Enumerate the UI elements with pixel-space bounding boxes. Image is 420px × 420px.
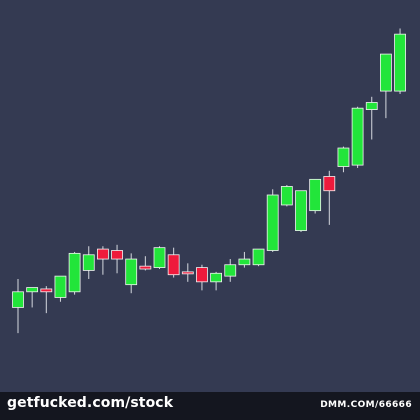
candle-body-up	[337, 147, 350, 167]
candle-body-up	[295, 190, 307, 231]
candle-body-up	[351, 107, 364, 166]
candle-body-up	[125, 258, 138, 286]
candle-body-down	[167, 254, 180, 276]
candle-body-down	[181, 271, 194, 275]
candle-body-up	[210, 272, 223, 283]
candle-body-down	[111, 250, 123, 260]
candle-body-down	[97, 248, 109, 260]
candle-body-down	[323, 176, 336, 192]
footer-bar: getfucked.com/stock DMM.COM/66666	[0, 392, 420, 420]
candle-body-up	[68, 252, 81, 293]
candle-body-up	[54, 275, 67, 298]
candle-body-up	[266, 194, 279, 251]
candle-body-up	[252, 248, 265, 266]
candle-body-up	[26, 287, 39, 293]
footer-site-link[interactable]: getfucked.com/stock	[7, 395, 174, 411]
candle-body-up	[394, 33, 406, 92]
candle-body-up	[153, 247, 166, 268]
footer-source-label: DMM.COM/66666	[320, 400, 412, 410]
candle-body-up	[379, 53, 392, 92]
candle-body-up	[365, 102, 378, 110]
candle-body-up	[82, 254, 95, 271]
candle-body-down	[139, 265, 152, 270]
candlestick-chart	[12, 28, 406, 334]
candle-body-down	[40, 288, 53, 293]
candle-body-up	[238, 258, 251, 266]
candle-body-up	[12, 291, 24, 308]
candle-body-up	[280, 186, 293, 206]
candle-body-down	[196, 267, 208, 283]
candle-body-up	[309, 178, 322, 212]
candle-body-up	[224, 264, 237, 277]
